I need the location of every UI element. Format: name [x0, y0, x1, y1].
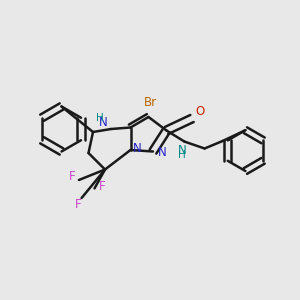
Text: H: H [178, 150, 186, 160]
Text: N: N [133, 142, 142, 155]
Text: F: F [69, 170, 76, 184]
Text: N: N [178, 144, 187, 157]
Text: N: N [158, 146, 166, 160]
Text: Br: Br [144, 95, 158, 109]
Text: F: F [75, 198, 82, 211]
Text: O: O [195, 105, 204, 119]
Text: N: N [99, 116, 108, 129]
Text: F: F [99, 180, 105, 194]
Text: H: H [96, 112, 104, 123]
